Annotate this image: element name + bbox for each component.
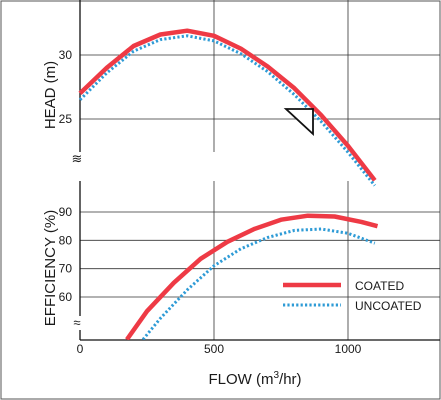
head-y-tick-label-30: 30 xyxy=(59,48,73,62)
x-axis-title-tail: /hr) xyxy=(279,371,302,388)
efficiency-panel: 60 70 80 90 0 500 1000 EFFICIENCY (%) ≈ COATE… xyxy=(42,181,440,388)
efficiency-grid xyxy=(80,181,440,340)
head-pointer-marker xyxy=(283,108,314,137)
head-y-axis-title: HEAD (m) xyxy=(42,61,59,129)
head-grid xyxy=(80,0,440,152)
head-panel: 25 30 HEAD (m) ≋ xyxy=(42,0,440,187)
legend: COATED UNCOATED xyxy=(283,279,422,313)
x-tick-label-1000: 1000 xyxy=(335,342,362,356)
x-tick-label-500: 500 xyxy=(204,342,224,356)
efficiency-axis-break-mark: ≈ xyxy=(73,315,80,330)
efficiency-axes xyxy=(79,181,440,341)
head-y-tick-label-25: 25 xyxy=(59,112,73,126)
x-axis-title-superscript: 3 xyxy=(273,370,279,381)
head-y-ticks: 25 30 xyxy=(59,48,73,126)
x-axis-title-main: FLOW (m xyxy=(208,371,273,388)
legend-label-coated: COATED xyxy=(355,279,404,293)
efficiency-y-tick-label-60: 60 xyxy=(59,290,73,304)
efficiency-series xyxy=(125,213,379,340)
efficiency-series-coated xyxy=(125,213,379,340)
efficiency-y-tick-label-70: 70 xyxy=(59,262,73,276)
efficiency-y-axis-title: EFFICIENCY (%) xyxy=(42,210,59,326)
legend-label-uncoated: UNCOATED xyxy=(355,299,422,313)
head-axis-break: ≋ xyxy=(72,151,83,166)
head-axis-break-mark: ≋ xyxy=(72,151,83,166)
efficiency-axis-break: ≈ xyxy=(73,315,80,330)
efficiency-y-tick-label-80: 80 xyxy=(59,233,73,247)
efficiency-y-ticks: 60 70 80 90 xyxy=(59,205,73,304)
head-series-coated xyxy=(78,28,377,182)
head-series xyxy=(78,28,377,187)
triangle-marker-icon xyxy=(283,108,314,137)
head-series-uncoated xyxy=(78,34,376,187)
efficiency-y-tick-label-90: 90 xyxy=(59,205,73,219)
efficiency-x-ticks: 0 500 1000 xyxy=(77,342,362,356)
x-axis-title: FLOW (m3/hr) xyxy=(208,370,301,388)
x-tick-label-0: 0 xyxy=(77,342,84,356)
